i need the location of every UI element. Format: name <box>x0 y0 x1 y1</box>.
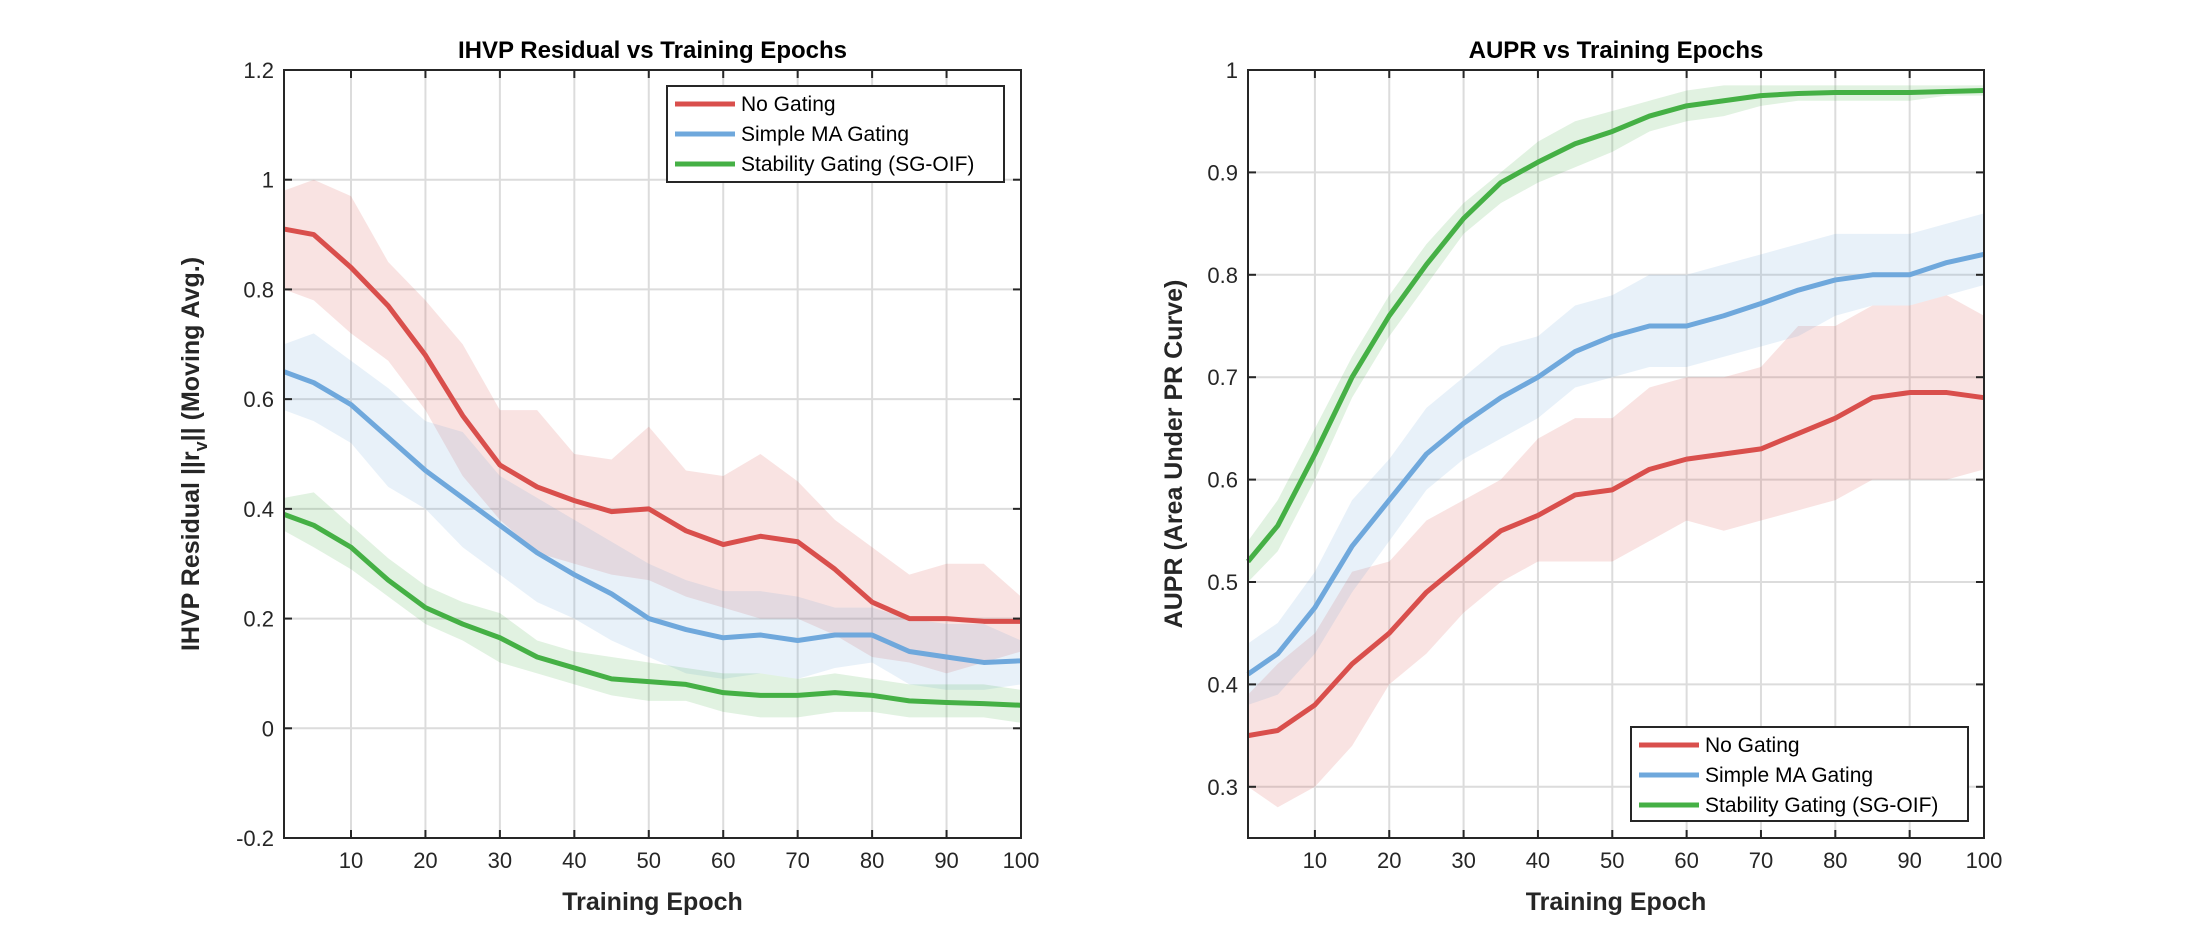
y-axis-label-suffix: || (Moving Avg.) <box>177 257 205 441</box>
series-line-2 <box>283 511 1022 708</box>
y-tick-label: -0.2 <box>236 826 274 851</box>
x-tick-label: 80 <box>1823 848 1847 873</box>
x-tick-label: 10 <box>1303 848 1327 873</box>
confidence-band-1 <box>1248 213 1984 705</box>
x-tick-label: 100 <box>1966 848 2003 873</box>
x-tick-label: 40 <box>562 848 586 873</box>
y-tick-label: 0.6 <box>243 387 274 412</box>
x-tick-label: 90 <box>1897 848 1921 873</box>
legend: No Gating Simple MA Gating Stability Gatin… <box>1630 726 1969 822</box>
y-axis-label-text: IHVP Residual ||r <box>177 451 205 651</box>
series-line-1 <box>283 369 1022 665</box>
y-tick-label: 0.6 <box>1207 468 1238 493</box>
y-tick-label: 0.5 <box>1207 570 1238 595</box>
confidence-band-0 <box>1248 295 1984 808</box>
y-axis-label: AUPR (Area Under PR Curve) <box>1160 280 1188 629</box>
y-tick-label: 0.2 <box>243 607 274 632</box>
y-tick-label: 0.4 <box>1207 672 1238 697</box>
series-line-0 <box>1247 390 1985 739</box>
x-tick-label: 70 <box>1749 848 1773 873</box>
x-tick-label: 20 <box>1377 848 1401 873</box>
series-line-0 <box>283 226 1021 624</box>
y-tick-label: 0.9 <box>1207 160 1238 185</box>
y-tick-label: 1.2 <box>243 58 274 83</box>
y-tick-label: 0.8 <box>243 277 274 302</box>
x-tick-label: 70 <box>785 848 809 873</box>
x-axis-label: Training Epoch <box>1526 888 1707 916</box>
x-tick-label: 50 <box>637 848 661 873</box>
x-tick-label: 30 <box>488 848 512 873</box>
y-axis-label-subscript: v <box>191 441 211 451</box>
y-tick-label: 0 <box>262 716 274 741</box>
y-tick-label: 0.3 <box>1207 775 1238 800</box>
y-tick-label: 0.4 <box>243 497 274 522</box>
axes-box <box>1247 69 1985 839</box>
y-tick-label: 1 <box>1226 58 1238 83</box>
y-axis-label-text: AUPR (Area Under PR Curve) <box>1160 280 1188 629</box>
y-tick-label: 1 <box>262 168 274 193</box>
series-line-2 <box>1246 87 1985 564</box>
axes-box <box>283 69 1022 839</box>
x-tick-label: 20 <box>413 848 437 873</box>
x-tick-label: 30 <box>1451 848 1475 873</box>
x-tick-label: 90 <box>934 848 958 873</box>
chart-title: AUPR vs Training Epochs <box>1469 37 1764 64</box>
legend-label: No Gating <box>741 93 836 116</box>
aupr-chart: 10 20 30 40 50 60 70 80 90 100 0.3 0.4 0.5 0.6 0.7 0.8 0… <box>1160 37 2002 916</box>
legend-label: Stability Gating (SG-OIF) <box>741 153 974 176</box>
legend-label: No Gating <box>1705 734 1800 757</box>
legend-label: Simple MA Gating <box>1705 764 1873 787</box>
y-tick-label: 0.7 <box>1207 365 1238 390</box>
x-tick-label: 50 <box>1600 848 1624 873</box>
x-tick-label: 100 <box>1003 848 1040 873</box>
legend: No Gating Simple MA Gating Stability Gatin… <box>666 85 1005 183</box>
x-axis-label: Training Epoch <box>562 888 743 916</box>
y-tick-label: 0.8 <box>1207 263 1238 288</box>
x-tick-label: 10 <box>339 848 363 873</box>
legend-label: Stability Gating (SG-OIF) <box>1705 794 1938 817</box>
y-axis-label: IHVP Residual ||rv|| (Moving Avg.) <box>177 257 211 651</box>
confidence-band-0 <box>284 179 1021 674</box>
x-tick-label: 80 <box>860 848 884 873</box>
series-line-1 <box>1246 251 1985 677</box>
legend-label: Simple MA Gating <box>741 123 909 146</box>
x-tick-label: 60 <box>711 848 735 873</box>
x-tick-label: 40 <box>1526 848 1550 873</box>
plot-area <box>1248 70 1984 838</box>
x-tick-label: 60 <box>1674 848 1698 873</box>
chart-title: IHVP Residual vs Training Epochs <box>458 37 847 64</box>
ihvp-residual-chart: 10 20 30 40 50 60 70 80 90 100 -0.2 0 0.2 0.4 0.6 0.8 1 1… <box>177 37 1039 916</box>
